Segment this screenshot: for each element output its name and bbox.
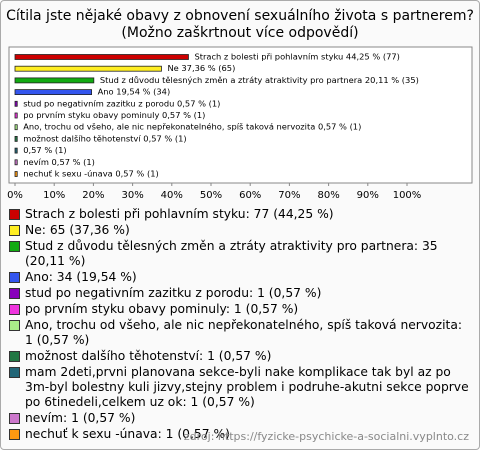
bar bbox=[14, 147, 18, 154]
legend-swatch bbox=[9, 429, 20, 440]
bar bbox=[14, 54, 189, 60]
legend-swatch bbox=[9, 351, 20, 362]
chart: Cítila jste nějaké obavy z obnovení sexu… bbox=[6, 8, 474, 201]
legend-label: Ano: 34 (19,54 %) bbox=[25, 270, 137, 284]
x-tick-label: 100% bbox=[393, 190, 422, 201]
bar-label: Ano, trochu od všeho, ale nic nepřekonat… bbox=[23, 122, 361, 132]
bar bbox=[14, 112, 18, 119]
x-tick-label: 40% bbox=[161, 190, 183, 201]
legend-label: stud po negativním zazitku z porodu: 1 (… bbox=[25, 286, 322, 300]
x-tick-label: 90% bbox=[357, 190, 379, 201]
bar-label: Stud z důvodu tělesných změn a ztráty at… bbox=[100, 75, 419, 85]
x-tick-label: 70% bbox=[278, 190, 300, 201]
bar-label: Strach z bolesti při pohlavním styku 44,… bbox=[194, 52, 399, 62]
x-tick-label: 20% bbox=[82, 190, 104, 201]
bar bbox=[14, 77, 95, 84]
bar-label: nechuť k sexu -únava 0,57 % (1) bbox=[23, 169, 158, 179]
legend-swatch bbox=[9, 241, 20, 252]
legend-swatch bbox=[9, 209, 20, 220]
legend-swatch bbox=[9, 413, 20, 424]
legend-item: Ano, trochu od všeho, ale nic nepřekonat… bbox=[9, 318, 473, 348]
bar bbox=[14, 100, 18, 107]
bar-label: Ano 19,54 % (34) bbox=[98, 87, 171, 97]
legend-item: nechuť k sexu -únava: 1 (0,57 %) bbox=[9, 427, 473, 442]
chart-subtitle: (Možno zaškrtnout více odpovědí) bbox=[121, 25, 358, 41]
bar bbox=[14, 89, 92, 95]
bar bbox=[14, 124, 18, 131]
legend-item: po prvním styku obavy pominuly: 1 (0,57 … bbox=[9, 302, 473, 317]
legend-swatch bbox=[9, 225, 20, 236]
x-tick-label: 80% bbox=[317, 190, 339, 201]
legend-label: po prvním styku obavy pominuly: 1 (0,57 … bbox=[25, 302, 299, 316]
x-tick-label: 30% bbox=[121, 190, 143, 201]
x-tick-label: 60% bbox=[239, 190, 261, 201]
legend-label: mam 2deti,prvni planovana sekce-byli nak… bbox=[25, 365, 469, 409]
legend-item: nevím: 1 (0,57 %) bbox=[9, 411, 473, 426]
x-tick-label: 10% bbox=[43, 190, 65, 201]
source: zdroj: https://fyzicke-psychicke-a-socia… bbox=[183, 430, 469, 443]
legend-item: Ano: 34 (19,54 %) bbox=[9, 270, 473, 285]
legend-item: Ne: 65 (37,36 %) bbox=[9, 223, 473, 238]
legend-label: možnost dalšího těhotenství: 1 (0,57 %) bbox=[25, 349, 272, 363]
legend: Strach z bolesti při pohlavním styku: 77… bbox=[9, 207, 473, 443]
bar-label: 0,57 % (1) bbox=[23, 145, 66, 155]
bar bbox=[14, 65, 162, 72]
legend-label: Stud z důvodu tělesných změn a ztráty at… bbox=[25, 239, 438, 268]
legend-item: Stud z důvodu tělesných změn a ztráty at… bbox=[9, 239, 473, 269]
legend-swatch bbox=[9, 304, 20, 315]
legend-swatch bbox=[9, 272, 20, 283]
legend-item: stud po negativním zazitku z porodu: 1 (… bbox=[9, 286, 473, 301]
bar bbox=[14, 135, 18, 142]
bar-label: stud po negativním zazitku z porodu 0,57… bbox=[23, 98, 220, 108]
legend-item: možnost dalšího těhotenství: 1 (0,57 %) bbox=[9, 349, 473, 364]
chart-title: Cítila jste nějaké obavy z obnovení sexu… bbox=[6, 8, 474, 24]
bar-label: po prvním styku obavy pominuly 0,57 % (1… bbox=[23, 110, 205, 120]
bar-label: nevím 0,57 % (1) bbox=[23, 157, 95, 167]
x-tick-label: 0% bbox=[7, 190, 23, 201]
legend-label: nechuť k sexu -únava: 1 (0,57 %) bbox=[25, 427, 230, 441]
legend-label: Ano, trochu od všeho, ale nic nepřekonat… bbox=[25, 318, 463, 347]
legend-swatch bbox=[9, 320, 20, 331]
legend-item: mam 2deti,prvni planovana sekce-byli nak… bbox=[9, 365, 473, 410]
legend-swatch bbox=[9, 367, 20, 378]
legend-label: nevím: 1 (0,57 %) bbox=[25, 411, 136, 425]
bar bbox=[14, 159, 18, 166]
legend-label: Strach z bolesti při pohlavním styku: 77… bbox=[25, 207, 334, 221]
bar-label: Ne 37,36 % (65) bbox=[167, 63, 235, 73]
bar-label: možnost dalšího těhotenství 0,57 % (1) bbox=[23, 133, 186, 143]
legend-swatch bbox=[9, 288, 20, 299]
legend-item: Strach z bolesti při pohlavním styku: 77… bbox=[9, 207, 473, 222]
x-tick-label: 50% bbox=[200, 190, 222, 201]
legend-label: Ne: 65 (37,36 %) bbox=[25, 223, 130, 237]
bar bbox=[14, 171, 18, 177]
